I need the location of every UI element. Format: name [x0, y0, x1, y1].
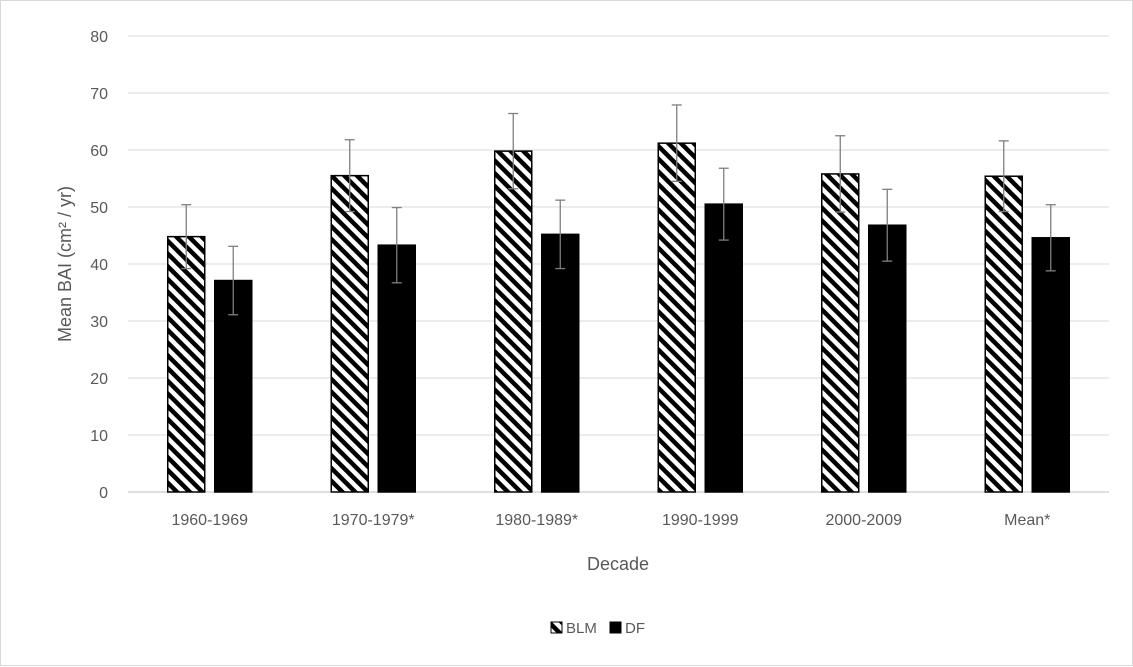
- gridlines: [128, 35, 1109, 493]
- bar-blm: [167, 235, 206, 493]
- y-axis-ticks: 0 10 20 30 40 50 60 70 80: [90, 29, 108, 502]
- bar-df: [377, 244, 416, 493]
- legend-swatch-blm: [550, 621, 563, 634]
- bar-df: [868, 224, 907, 493]
- bar-df: [1031, 237, 1070, 493]
- bar-df: [541, 233, 580, 493]
- y-tick-label: 0: [99, 485, 108, 502]
- x-tick-label: 1990-1999: [662, 512, 739, 529]
- legend-swatch-df: [609, 621, 622, 634]
- y-tick-label: 30: [90, 314, 108, 331]
- y-tick-label: 10: [90, 428, 108, 445]
- y-tick-label: 80: [90, 29, 108, 46]
- legend: BLM DF: [550, 620, 645, 637]
- bar-blm: [494, 150, 533, 493]
- x-tick-label: 1970-1979*: [332, 512, 415, 529]
- bar-blm: [657, 142, 696, 493]
- y-tick-label: 40: [90, 257, 108, 274]
- x-axis-ticks: 1960-1969 1970-1979* 1980-1989* 1990-1999 20…: [171, 512, 1050, 529]
- y-tick-label: 60: [90, 143, 108, 160]
- bar-blm: [984, 175, 1023, 493]
- legend-label-blm: BLM: [566, 620, 597, 637]
- bars: [167, 142, 1070, 493]
- x-tick-label: 1980-1989*: [495, 512, 578, 529]
- x-tick-label: 1960-1969: [171, 512, 248, 529]
- error-bars: [181, 104, 1056, 316]
- bar-df: [704, 203, 743, 493]
- y-axis-title: Mean BAI (cm² / yr): [55, 186, 75, 342]
- x-tick-label: 2000-2009: [825, 512, 902, 529]
- bar-blm: [821, 173, 860, 493]
- y-tick-label: 50: [90, 200, 108, 217]
- y-tick-label: 20: [90, 371, 108, 388]
- x-axis-title: Decade: [587, 554, 649, 574]
- bar-blm: [330, 174, 369, 493]
- y-tick-label: 70: [90, 86, 108, 103]
- x-tick-label: Mean*: [1004, 512, 1050, 529]
- legend-label-df: DF: [625, 620, 645, 637]
